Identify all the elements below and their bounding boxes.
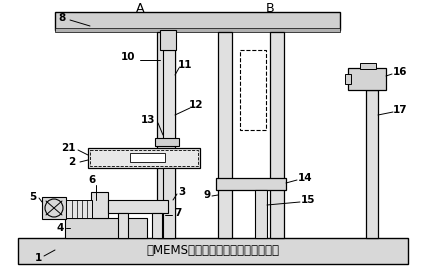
Text: 1: 1 <box>35 253 41 263</box>
Bar <box>65 218 147 238</box>
Text: 16: 16 <box>392 67 406 77</box>
Text: 多MEMS器件自动拾放机器人基础平台: 多MEMS器件自动拾放机器人基础平台 <box>146 245 279 258</box>
Text: 4: 4 <box>56 223 63 233</box>
Bar <box>66 200 92 218</box>
Text: 11: 11 <box>177 60 192 70</box>
Bar <box>218 32 231 238</box>
Bar <box>55 12 339 30</box>
Text: 7: 7 <box>174 208 181 218</box>
Bar <box>42 197 66 219</box>
Bar <box>90 150 198 166</box>
Bar <box>254 190 266 238</box>
Bar <box>160 30 176 50</box>
Text: 5: 5 <box>29 192 37 202</box>
Text: 13: 13 <box>141 115 155 125</box>
Bar <box>152 213 161 238</box>
Bar <box>344 74 350 84</box>
Bar <box>55 28 339 32</box>
Bar <box>130 153 164 162</box>
Text: 8: 8 <box>58 13 66 23</box>
Bar <box>88 148 199 168</box>
Text: A: A <box>135 2 144 14</box>
Bar <box>157 32 175 238</box>
Text: 3: 3 <box>178 187 185 197</box>
Text: 21: 21 <box>60 143 75 153</box>
Bar <box>216 178 285 190</box>
Bar <box>118 213 128 238</box>
Bar <box>239 50 265 130</box>
Text: 10: 10 <box>121 52 135 62</box>
Text: 9: 9 <box>203 190 210 200</box>
Text: 6: 6 <box>88 175 95 185</box>
Bar <box>359 63 375 69</box>
Text: 17: 17 <box>392 105 406 115</box>
Text: 14: 14 <box>297 173 311 183</box>
Bar <box>18 238 407 264</box>
Bar <box>163 50 175 140</box>
Bar <box>365 90 377 238</box>
Bar <box>155 138 178 146</box>
Text: B: B <box>265 2 273 14</box>
Text: 2: 2 <box>68 157 75 167</box>
Bar <box>91 192 108 218</box>
Bar <box>163 168 175 238</box>
Text: 12: 12 <box>188 100 203 110</box>
Text: 15: 15 <box>300 195 314 205</box>
Bar <box>108 200 167 213</box>
Bar <box>269 32 283 238</box>
Bar <box>347 68 385 90</box>
